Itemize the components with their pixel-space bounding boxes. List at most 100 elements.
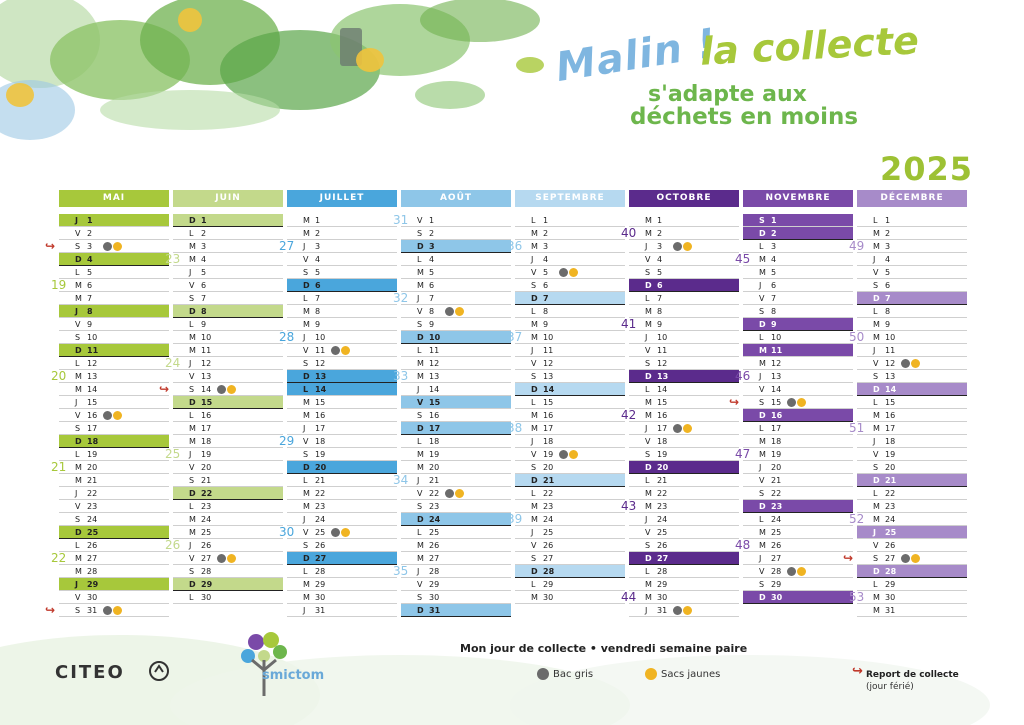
day-row: M 13 33	[393, 370, 511, 383]
day-number: 14	[657, 385, 668, 394]
day-number: 23	[201, 502, 212, 511]
weekday-letter: M	[645, 229, 652, 238]
sacs-jaunes-dot-icon	[911, 554, 920, 563]
day-row: M 23	[515, 500, 625, 513]
day-number: 1	[429, 216, 435, 225]
weekday-letter: V	[759, 476, 765, 485]
day-number: 3	[87, 242, 93, 251]
day-number: 2	[87, 229, 93, 238]
day-number: 20	[771, 463, 782, 472]
report-arrow-icon: ↪	[852, 664, 863, 679]
day-number: 25	[315, 528, 326, 537]
day-number: 17	[543, 424, 554, 433]
day-row: M 25	[743, 526, 853, 539]
weekday-letter: V	[759, 385, 765, 394]
day-number: 29	[885, 580, 896, 589]
day-number: 30	[771, 593, 783, 602]
day-number: 3	[429, 242, 435, 251]
day-number: 13	[771, 372, 782, 381]
day-row: M 14	[59, 383, 169, 396]
weekday-letter: L	[759, 515, 764, 524]
day-row: L 12	[59, 357, 169, 370]
day-number: 16	[885, 411, 896, 420]
weekday-letter: V	[873, 268, 879, 277]
weekday-letter: J	[645, 333, 648, 342]
day-row: S 10	[59, 331, 169, 344]
day-number: 18	[201, 437, 212, 446]
day-number: 28	[201, 567, 212, 576]
day-number: 17	[771, 424, 782, 433]
day-number: 3	[543, 242, 549, 251]
week-number: 52	[849, 512, 865, 526]
day-row: M 15	[287, 396, 397, 409]
weekday-letter: L	[645, 476, 650, 485]
day-number: 10	[657, 333, 668, 342]
week-number: 50	[849, 330, 865, 344]
weekday-letter: M	[531, 229, 538, 238]
weekday-letter: D	[531, 567, 538, 576]
day-row: D 31	[401, 604, 511, 617]
recycle-icon	[149, 661, 169, 681]
day-number: 31	[657, 606, 668, 615]
day-row: M 16	[515, 409, 625, 422]
day-number: 5	[543, 268, 549, 277]
weekday-letter: J	[759, 463, 762, 472]
weekday-letter: D	[189, 307, 196, 316]
weekday-letter: J	[75, 398, 78, 407]
month-3: JUILLET M 1 M 2 J 3 27 V 4 S 5 D 6 L 7 M 8 M 9 J 10 28 V 11 S 12 D 1…	[279, 190, 397, 617]
month-header: DÉCEMBRE	[857, 190, 967, 207]
day-number: 9	[429, 320, 435, 329]
day-row: S 13	[857, 370, 967, 383]
day-row: S 3 ↪	[45, 240, 169, 253]
day-number: 12	[543, 359, 554, 368]
month-days: V 1 31 S 2 D 3 L 4 M 5 M 6 J 7 32 V 8 S 9 D 10 L 11 M 12 M 13 33 J 14 V…	[393, 214, 511, 617]
day-row: S 30	[401, 591, 511, 604]
day-row: S 27 ↪	[843, 552, 967, 565]
day-number: 9	[201, 320, 207, 329]
day-number: 18	[429, 437, 440, 446]
week-number: 38	[507, 421, 523, 435]
weekday-letter: J	[303, 606, 306, 615]
bac-gris-dot-icon	[901, 554, 910, 563]
weekday-letter: M	[873, 333, 880, 342]
weekday-letter: D	[645, 372, 652, 381]
weekday-letter: V	[645, 346, 651, 355]
day-number: 27	[201, 554, 212, 563]
weekday-letter: V	[417, 489, 423, 498]
sacs-jaunes-dot-icon	[683, 606, 692, 615]
day-number: 4	[315, 255, 321, 264]
weekday-letter: J	[759, 554, 762, 563]
sacs-jaunes-dot-icon	[797, 567, 806, 576]
week-number: 48	[735, 538, 751, 552]
day-number: 2	[543, 229, 549, 238]
day-number: 20	[885, 463, 896, 472]
week-number: 34	[393, 473, 409, 487]
day-row: S 21	[173, 474, 283, 487]
day-number: 10	[771, 333, 782, 342]
day-number: 22	[885, 489, 896, 498]
weekday-letter: S	[531, 463, 537, 472]
bac-gris-dot-icon	[217, 554, 226, 563]
weekday-letter: J	[645, 424, 648, 433]
day-row: M 22	[629, 487, 739, 500]
weekday-letter: M	[303, 489, 310, 498]
day-number: 13	[543, 372, 554, 381]
day-row: L 10	[743, 331, 853, 344]
month-header: OCTOBRE	[629, 190, 739, 207]
day-row: V 29	[401, 578, 511, 591]
day-number: 27	[657, 554, 669, 563]
day-row: M 4 45	[735, 253, 853, 266]
weekday-letter: J	[645, 242, 648, 251]
day-row: L 29	[857, 578, 967, 591]
weekday-letter: M	[303, 580, 310, 589]
day-number: 6	[429, 281, 435, 290]
sacs-jaunes-dot-icon	[683, 424, 692, 433]
day-row: M 15	[629, 396, 739, 409]
day-number: 6	[657, 281, 663, 290]
day-row: M 6 19	[51, 279, 169, 292]
